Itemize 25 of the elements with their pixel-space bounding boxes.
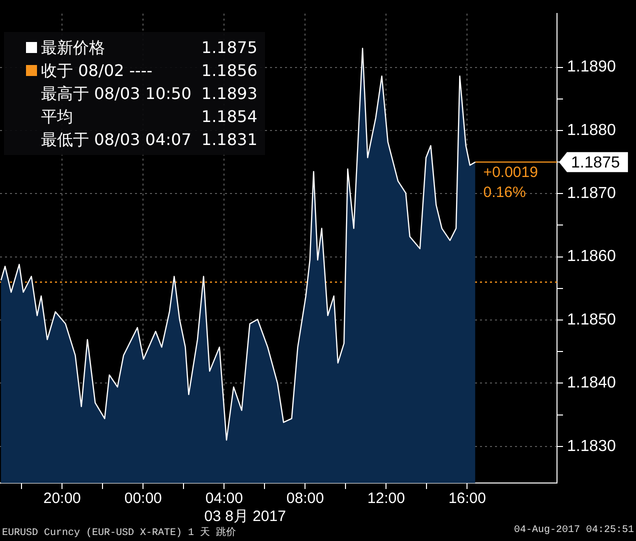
- text: 平均 1.1854: [41, 107, 258, 126]
- x-tick-label: 00:00: [124, 490, 162, 508]
- text: 04-Aug-2017 04:25:51: [514, 525, 634, 538]
- y-tick-label: 1.1850: [567, 311, 616, 328]
- y-tick-label: 1.1860: [567, 248, 616, 266]
- x-tick-label: 20:00: [43, 490, 81, 508]
- text: EURUSD Curncy (EUR-USD X-RATE) 1 天 跳价: [2, 526, 236, 539]
- text: 1.1875: [201, 38, 258, 57]
- x-tick-label: 16:00: [448, 490, 486, 508]
- x-tick-label: 12:00: [367, 490, 405, 508]
- y-tick-label: 1.1830: [567, 438, 616, 455]
- annotation: 最低于 08/03 04:07 1.1831: [40, 129, 258, 151]
- annotation: 0.16%: [483, 184, 526, 202]
- annotation: 最高于 08/03 10:50 1.1893: [40, 83, 258, 105]
- y-tick-label: 1.1870: [567, 185, 616, 202]
- y-tick-label: 1.1840: [567, 374, 616, 392]
- legend-label: 最新价格: [40, 37, 105, 59]
- x-tick-label: 08:00: [286, 490, 324, 508]
- text: 收于 08/02 ---- 1.1856: [41, 61, 258, 80]
- y-tick-label: 1.1880: [567, 122, 616, 139]
- y-tick-label: 1.1890: [567, 58, 616, 76]
- ref-line-label: 1.1875: [571, 154, 620, 172]
- x-tick-label: 04:00: [205, 490, 243, 508]
- x-axis-title: 03 8月 2017: [204, 508, 286, 526]
- annotation: +0.0019: [483, 164, 538, 182]
